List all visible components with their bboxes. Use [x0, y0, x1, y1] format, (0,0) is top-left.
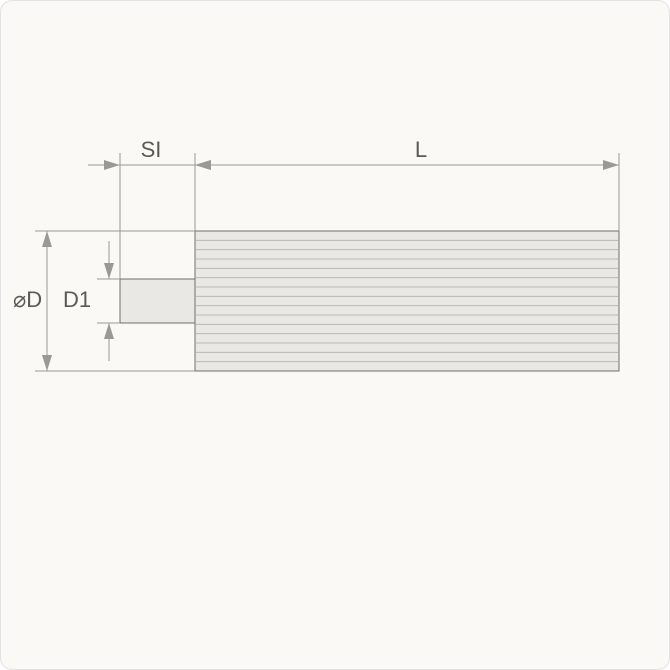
- arrow-head: [195, 160, 211, 170]
- dim-label-SI: SI: [141, 137, 162, 162]
- arrow-head: [104, 160, 120, 170]
- pulley-body: [195, 231, 619, 371]
- shaft-stub: [120, 279, 195, 323]
- engineering-diagram: L SI D1 ⌀D: [1, 1, 670, 670]
- arrow-head: [42, 355, 52, 371]
- arrow-head: [603, 160, 619, 170]
- diagram-canvas: L SI D1 ⌀D: [0, 0, 670, 670]
- arrow-head: [42, 231, 52, 247]
- dim-label-L: L: [415, 137, 427, 162]
- arrow-head: [104, 263, 114, 279]
- dim-label-D: ⌀D: [13, 287, 42, 312]
- arrow-head: [104, 323, 114, 339]
- dim-label-D1: D1: [63, 287, 91, 312]
